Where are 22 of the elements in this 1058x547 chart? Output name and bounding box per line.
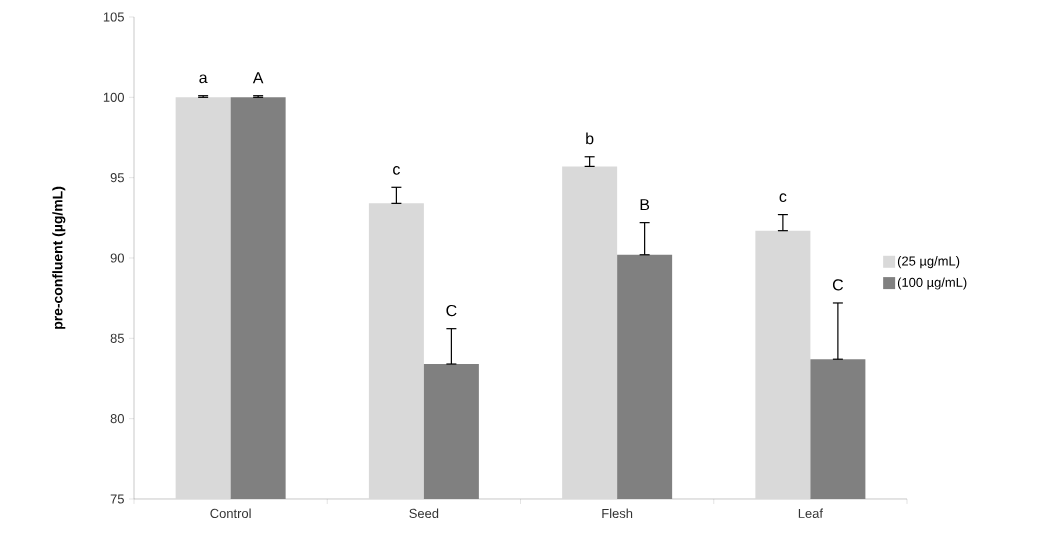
annotation: c: [393, 166, 400, 175]
legend-label: (100 µg/mL): [897, 277, 967, 290]
x-tick-label: Flesh: [602, 508, 633, 519]
annotation: b: [586, 132, 594, 145]
y-tick-label: 75: [110, 494, 124, 504]
annotation: C: [832, 279, 844, 291]
y-tick-label: 100: [103, 92, 124, 102]
legend-label: (25 µg/mL): [897, 256, 960, 269]
annotation: A: [252, 72, 264, 84]
annotation: B: [640, 199, 650, 211]
annotation: a: [199, 74, 208, 84]
x-tick-label: Seed: [409, 508, 439, 519]
annotation: c: [779, 193, 787, 203]
y-tick-label: 80: [110, 414, 124, 424]
y-tick-label: 90: [110, 253, 124, 263]
y-tick-label: 105: [103, 12, 124, 22]
y-tick-label: 95: [110, 173, 124, 183]
annotation: C: [446, 304, 457, 317]
x-tick-label: Control: [210, 508, 251, 519]
x-tick-label: Leaf: [798, 508, 824, 518]
y-axis-title: pre-confluent (µg/mL): [52, 186, 66, 329]
y-tick-label: 85: [110, 333, 124, 343]
